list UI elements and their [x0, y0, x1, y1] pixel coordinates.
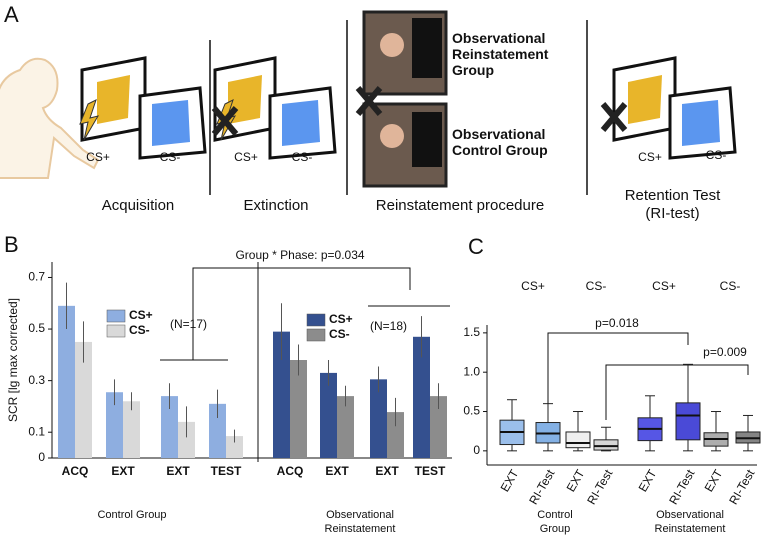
bar: [161, 396, 178, 458]
bar: [337, 396, 354, 458]
x-tick-label: RI-Test: [584, 467, 615, 507]
cs-label: CS+: [234, 150, 258, 164]
bar: [178, 421, 195, 458]
group-label: Observational Reinstatement: [654, 509, 726, 536]
condition-label: CS+: [521, 279, 545, 293]
legend-label: CS+: [329, 312, 353, 326]
bar: [413, 336, 430, 458]
group-label: Control Group: [97, 509, 167, 521]
group-label: Observational Reinstatement Group: [452, 30, 549, 79]
y-axis-label: SCR [lg max corrected]: [6, 298, 20, 422]
x-tick-label: TEST: [211, 464, 242, 478]
annotation: p=0.018: [595, 316, 639, 330]
bar: [430, 396, 447, 458]
group-label: Observational Reinstatement: [324, 509, 396, 536]
x-tick-label: TEST: [415, 464, 446, 478]
x-tick-label: EXT: [325, 464, 349, 478]
legend-label: CS+: [129, 308, 153, 322]
legend-swatch: [306, 328, 326, 342]
y-tick-label: 0.3: [28, 373, 45, 387]
x-tick-label: EXT: [166, 464, 190, 478]
y-tick-label: 0: [473, 443, 480, 457]
legend-swatch: [106, 324, 126, 338]
box: [675, 402, 701, 441]
bracket: [547, 332, 749, 420]
cs-label: CS+: [638, 150, 662, 164]
bar: [75, 341, 92, 458]
y-tick-label: 0.7: [28, 270, 45, 284]
bar: [209, 403, 226, 458]
x-tick-label: EXT: [375, 464, 399, 478]
panel-label: B: [4, 232, 19, 257]
legend-label: CS-: [129, 323, 150, 337]
bar: [106, 392, 123, 458]
y-tick-label: 0.5: [463, 404, 480, 418]
stage-label: Retention Test (RI-test): [624, 187, 721, 222]
legend-label: CS-: [329, 327, 350, 341]
annotation: p=0.009: [703, 345, 747, 359]
condition-label: CS-: [720, 279, 741, 293]
panel-label: A: [4, 2, 19, 27]
stage-label: Extinction: [243, 197, 309, 214]
x-tick-label: EXT: [498, 467, 522, 495]
stage-label: Acquisition: [101, 197, 175, 214]
y-tick-label: 0.5: [28, 321, 45, 335]
condition-label: CS+: [652, 279, 676, 293]
illustration: [0, 10, 737, 195]
cs-label: CS-: [705, 148, 727, 162]
x-tick-label: EXT: [702, 467, 726, 495]
legend-note: (N=17): [170, 317, 207, 331]
bar: [370, 379, 387, 458]
x-tick-label: RI-Test: [526, 467, 557, 507]
bar: [226, 436, 243, 458]
bar: [290, 360, 307, 458]
cs-label: CS+: [86, 150, 110, 164]
box: [593, 439, 619, 451]
box: [565, 431, 591, 449]
y-tick-label: 0.1: [28, 424, 45, 438]
legend-swatch: [106, 309, 126, 323]
annotation: Group * Phase: p=0.034: [235, 248, 364, 262]
x-tick-label: EXT: [636, 467, 660, 495]
bar: [123, 401, 140, 458]
x-tick-label: ACQ: [62, 464, 89, 478]
legend-note: (N=18): [370, 319, 407, 333]
bracket: [160, 262, 450, 462]
condition-label: CS-: [586, 279, 607, 293]
x-tick-label: EXT: [564, 467, 588, 495]
group-label: Observational Control Group: [452, 126, 548, 159]
y-tick-label: 1.0: [463, 364, 480, 378]
x-tick-label: RI-Test: [666, 467, 697, 507]
cs-label: CS-: [291, 150, 313, 164]
y-tick-label: 0: [38, 450, 45, 464]
bar: [320, 372, 337, 458]
stage-label: Reinstatement procedure: [375, 197, 545, 214]
x-tick-label: ACQ: [277, 464, 304, 478]
bar: [387, 412, 404, 458]
bar: [58, 305, 75, 458]
x-tick-label: RI-Test: [726, 467, 757, 507]
x-tick-label: EXT: [111, 464, 135, 478]
bar: [273, 331, 290, 458]
panel-label: C: [468, 234, 484, 259]
legend-swatch: [306, 313, 326, 327]
cs-label: CS-: [159, 150, 181, 164]
group-label: Control Group: [537, 509, 573, 536]
y-tick-label: 1.5: [463, 325, 480, 339]
